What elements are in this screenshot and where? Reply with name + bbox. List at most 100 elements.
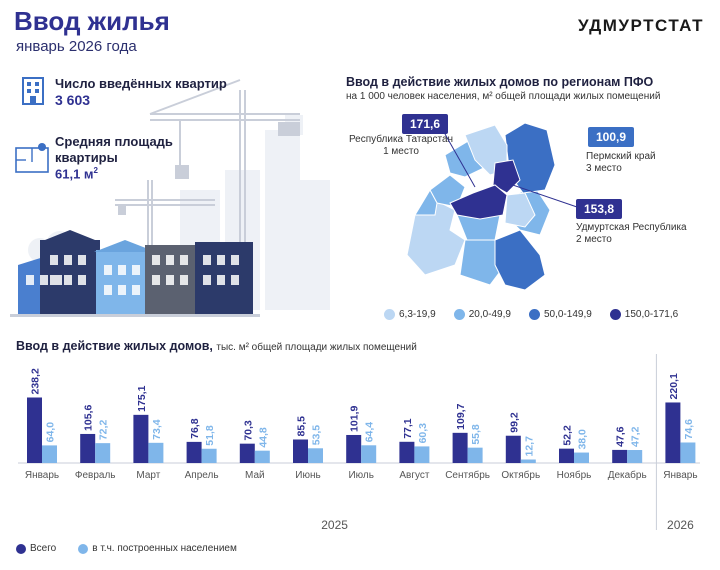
data-label-population: 74,6 bbox=[683, 419, 695, 440]
udmurtia-name: Удмуртская Республика bbox=[576, 222, 687, 233]
legend-swatch bbox=[528, 309, 540, 320]
data-label-total: 101,9 bbox=[349, 406, 361, 432]
data-label-population: 73,4 bbox=[151, 419, 163, 440]
bar-population bbox=[308, 448, 323, 463]
tatarstan-pointer bbox=[444, 133, 476, 188]
bar-total bbox=[665, 402, 681, 463]
bar-population bbox=[201, 448, 217, 463]
pfo-region-map bbox=[406, 122, 556, 291]
tatarstan-rank: 1 место bbox=[383, 146, 419, 157]
legend-swatch bbox=[16, 543, 26, 554]
apartment-building-icon bbox=[22, 77, 44, 105]
data-label-total: 85,5 bbox=[296, 416, 308, 437]
tatarstan-callout: 171,6 bbox=[402, 114, 449, 134]
data-label-population: 53,5 bbox=[311, 425, 323, 446]
perm-name: Пермский край bbox=[586, 151, 656, 162]
bar-population bbox=[520, 459, 536, 463]
bar-total bbox=[346, 434, 362, 463]
year-label: 2026 bbox=[667, 518, 694, 532]
bar-chart-title-unit: тыс. м² общей площади жилых помещений bbox=[216, 342, 417, 353]
perm-callout: 100,9 bbox=[588, 127, 635, 147]
bar-population bbox=[42, 445, 57, 463]
x-tick-label: Июнь bbox=[295, 470, 320, 481]
data-label-total: 109,7 bbox=[455, 403, 467, 429]
x-tick-label: Апрель bbox=[185, 470, 219, 481]
floor-plan-icon bbox=[15, 143, 49, 173]
bar-population bbox=[467, 447, 483, 463]
bar-total bbox=[559, 448, 574, 463]
x-tick-label: Февраль bbox=[75, 470, 116, 481]
data-label-population: 38,0 bbox=[577, 429, 589, 450]
legend-label: 50,0-149,9 bbox=[543, 309, 592, 320]
x-tick-label: Ноябрь bbox=[557, 469, 592, 481]
x-tick-label: Январь bbox=[25, 470, 59, 481]
legend-label: 6,3-19,9 bbox=[399, 309, 436, 320]
data-label-total: 238,2 bbox=[30, 368, 42, 394]
data-label-total: 175,1 bbox=[136, 385, 148, 411]
bar-population bbox=[361, 445, 377, 463]
bar-total bbox=[239, 443, 255, 463]
map-legend: 6,3-19,9 20,0-49,9 50,0-149,9 150,0-171,… bbox=[384, 309, 678, 320]
x-tick-label: Январь bbox=[663, 470, 697, 481]
data-label-total: 99,2 bbox=[508, 412, 520, 433]
x-tick-label: Март bbox=[136, 470, 160, 481]
bar-total bbox=[293, 439, 308, 463]
udmurtia-rank: 2 место bbox=[576, 234, 612, 245]
page-title: Ввод жилья bbox=[14, 6, 170, 36]
bar-total bbox=[612, 449, 628, 463]
area-label: Средняя площадь квартиры bbox=[55, 134, 173, 166]
udmurtia-pointer bbox=[506, 182, 578, 208]
bar-population bbox=[254, 450, 270, 463]
data-label-population: 44,8 bbox=[257, 427, 269, 448]
perm-label: Пермский край 3 место bbox=[586, 151, 656, 175]
tatarstan-name: Республика Татарстан bbox=[348, 134, 454, 145]
data-label-population: 64,0 bbox=[45, 422, 57, 443]
x-tick-label: Сентябрь bbox=[445, 469, 490, 481]
legend-swatch bbox=[453, 309, 465, 320]
bar-population bbox=[95, 443, 111, 463]
legend-swatch bbox=[78, 543, 89, 554]
data-label-total: 52,2 bbox=[562, 425, 574, 446]
bar-legend-item-population: в т.ч. построенных населением bbox=[78, 543, 237, 554]
bar-total bbox=[505, 435, 521, 463]
year-label: 2025 bbox=[321, 518, 348, 532]
x-tick-label: Октябрь bbox=[501, 469, 540, 481]
data-label-population: 64,4 bbox=[364, 422, 376, 443]
area-unit-sup: 2 bbox=[93, 166, 98, 175]
bar-total bbox=[399, 441, 415, 463]
perm-rank: 3 место bbox=[586, 163, 622, 174]
map-legend-item: 20,0-49,9 bbox=[453, 309, 511, 320]
map-title: Ввод в действие жилых домов по регионам … bbox=[346, 75, 654, 89]
x-tick-label: Декабрь bbox=[608, 469, 647, 481]
bar-total bbox=[27, 397, 42, 463]
bar-chart-title: Ввод в действие жилых домов, тыс. м² общ… bbox=[16, 339, 417, 353]
udmurtia-label: Удмуртская Республика 2 место bbox=[576, 222, 687, 246]
apartments-label: Число введённых квартир bbox=[55, 76, 227, 91]
udmurtia-callout: 153,8 bbox=[576, 199, 623, 219]
page-subtitle: январь 2026 года bbox=[16, 38, 137, 55]
city-illustration bbox=[10, 79, 330, 317]
data-label-population: 72,2 bbox=[98, 420, 110, 441]
x-tick-label: Июль bbox=[348, 470, 374, 481]
bar-total bbox=[80, 433, 96, 463]
bar-population bbox=[414, 446, 430, 463]
area-label-line2: квартиры bbox=[55, 150, 118, 165]
x-tick-label: Май bbox=[245, 470, 265, 481]
bar-legend: Всего в т.ч. построенных населением bbox=[16, 543, 237, 554]
data-label-population: 51,8 bbox=[204, 425, 216, 446]
bar-population bbox=[148, 442, 164, 463]
legend-swatch bbox=[384, 309, 395, 320]
apartments-value: 3 603 bbox=[55, 92, 91, 108]
legend-label: 150,0-171,6 bbox=[624, 309, 679, 320]
legend-label: в т.ч. построенных населением bbox=[92, 543, 237, 554]
bar-total bbox=[133, 414, 149, 463]
area-label-line1: Средняя площадь bbox=[55, 134, 173, 149]
data-label-total: 76,8 bbox=[189, 418, 201, 439]
legend-swatch bbox=[609, 309, 621, 320]
data-label-population: 60,3 bbox=[417, 423, 429, 444]
bar-total bbox=[186, 441, 202, 463]
legend-label: 20,0-49,9 bbox=[468, 309, 511, 320]
legend-label: Всего bbox=[30, 543, 57, 554]
bar-population bbox=[574, 452, 589, 463]
data-label-total: 220,1 bbox=[668, 373, 680, 399]
